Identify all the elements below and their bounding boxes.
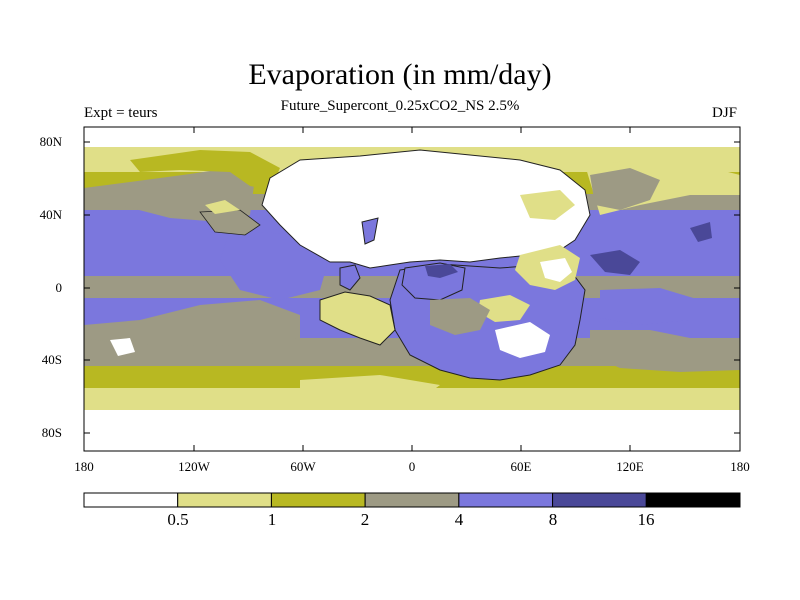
south-land-white [495,322,550,358]
chart-subtitle: Future_Supercont_0.25xCO2_NS 2.5% [280,98,520,114]
east-coast-yellow [520,190,575,220]
colorbar-box [83,492,179,508]
inner-dark-sea [425,264,458,278]
pacific-gray-south [84,300,300,346]
colorbar-box [645,492,741,508]
colorbar-box [458,492,554,508]
pacific-blue-east [220,230,330,300]
southern-yellow-tongue [300,375,440,405]
lon-tick-label: 60E [510,459,532,474]
colorbar-label: 1 [267,510,277,529]
white-patch-west [110,338,135,356]
central-white [540,258,572,282]
lat-tick-label: 80N [39,134,62,149]
band-storm-south [84,366,740,388]
colorbar-box [177,492,272,508]
colorbar-label: 8 [548,510,558,529]
lon-tick-label: 120E [616,459,644,474]
lat-tick-marks [84,141,740,434]
east-gray-south [590,330,740,372]
lon-tick-marks [193,127,631,451]
central-gray-south [430,298,490,335]
colorbar-label: 2 [360,510,370,529]
season-label: DJF [712,105,738,121]
chart-title: Evaporation (in mm/day) [248,58,552,91]
east-dark-blue [590,250,640,275]
experiment-label: Expt = teurs [84,105,158,121]
gulf-blue [339,264,361,291]
lat-tick-label: 40N [39,207,62,222]
southern-arm [319,291,396,346]
lat-tick-label: 80S [41,425,62,440]
lon-tick-label: 0 [408,459,416,474]
pacific-yellow-north [130,150,280,190]
band-polar-south [84,410,740,451]
colorbar-box [270,492,366,508]
colorbar-label: 0.5 [167,510,189,529]
colorbar-label: 16 [637,510,655,529]
colorbar-label: 4 [454,510,464,529]
lat-tick-label: 0 [55,280,63,295]
colorbar-box [364,492,460,508]
colorbar-box [552,492,647,508]
lat-tick-label: 40S [41,352,62,367]
east-gray-band [600,288,700,325]
inland-blue-lake [361,217,379,245]
lon-tick-label: 180 [74,459,94,474]
band-polar-north [84,127,740,147]
lon-tick-label: 120W [178,459,210,474]
lon-tick-label: 180 [730,459,750,474]
north-inland-yellow [205,200,240,214]
south-land-yellow [478,295,530,322]
east-ocean-gray-north [590,168,660,210]
east-dark-blue-2 [690,222,712,242]
lon-tick-label: 60W [290,459,316,474]
supercontinent-north [261,149,591,269]
